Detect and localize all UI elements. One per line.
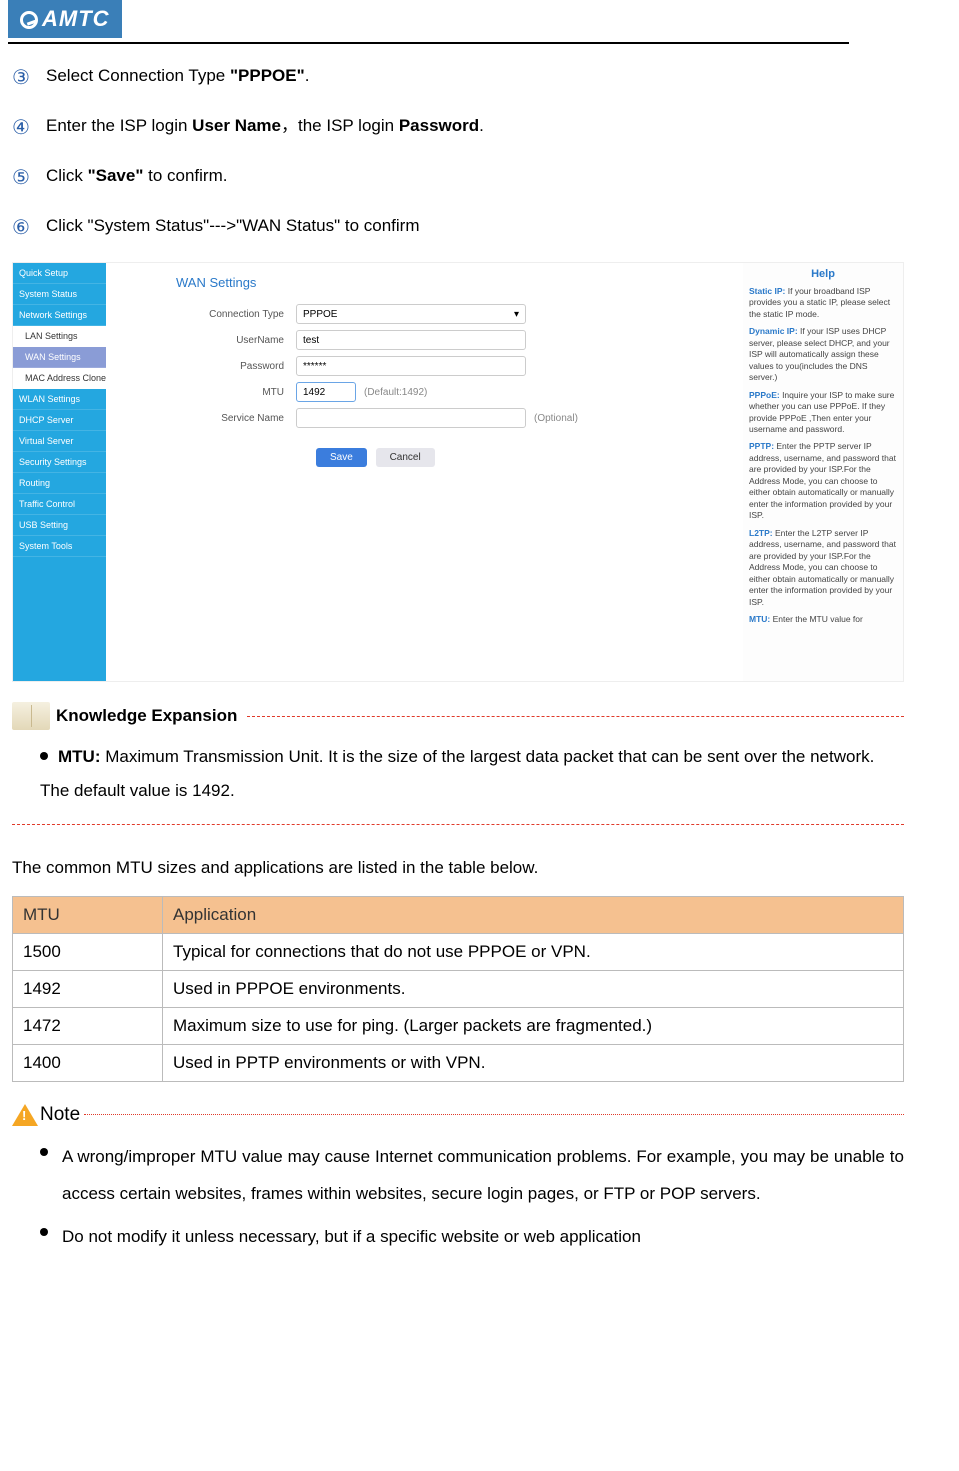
help-item: L2TP: Enter the L2TP server IP address, … bbox=[749, 528, 897, 608]
table-header: MTU bbox=[13, 896, 163, 933]
username-input[interactable]: test bbox=[296, 330, 526, 350]
table-intro: The common MTU sizes and applications ar… bbox=[12, 853, 904, 884]
step-number: ④ bbox=[12, 112, 46, 144]
table-header: Application bbox=[163, 896, 904, 933]
password-label: Password bbox=[126, 361, 296, 372]
note-text: Do not modify it unless necessary, but i… bbox=[62, 1218, 641, 1255]
step-text: Enter the ISP login User Name，the ISP lo… bbox=[46, 112, 484, 144]
instruction-step: ⑤Click "Save" to confirm. bbox=[12, 162, 904, 194]
bullet-icon bbox=[40, 1148, 48, 1156]
table-row: 1400Used in PPTP environments or with VP… bbox=[13, 1044, 904, 1081]
dotted-divider bbox=[84, 1114, 904, 1115]
instruction-step: ⑥Click "System Status"--->"WAN Status" t… bbox=[12, 212, 904, 244]
logo-icon bbox=[20, 11, 38, 29]
table-cell: 1492 bbox=[13, 970, 163, 1007]
header-divider bbox=[8, 42, 849, 44]
panel-title: WAN Settings bbox=[176, 275, 723, 290]
table-row: 1472Maximum size to use for ping. (Large… bbox=[13, 1007, 904, 1044]
step-text: Click "System Status"--->"WAN Status" to… bbox=[46, 212, 420, 244]
bullet-icon bbox=[40, 1228, 48, 1236]
table-row: 1500Typical for connections that do not … bbox=[13, 933, 904, 970]
sidebar-item[interactable]: WLAN Settings bbox=[13, 389, 106, 410]
table-cell: Typical for connections that do not use … bbox=[163, 933, 904, 970]
sidebar-item[interactable]: System Status bbox=[13, 284, 106, 305]
sidebar-item[interactable]: WAN Settings bbox=[13, 347, 106, 368]
service-name-label: Service Name bbox=[126, 413, 296, 424]
table-cell: Used in PPTP environments or with VPN. bbox=[163, 1044, 904, 1081]
mtu-table: MTU Application 1500Typical for connecti… bbox=[12, 896, 904, 1082]
help-item: MTU: Enter the MTU value for bbox=[749, 614, 897, 625]
conn-type-label: Connection Type bbox=[126, 309, 296, 320]
conn-type-select[interactable]: PPPOE▾ bbox=[296, 304, 526, 324]
book-icon bbox=[12, 702, 50, 730]
username-label: UserName bbox=[126, 335, 296, 346]
main-panel: WAN Settings Connection Type PPPOE▾ User… bbox=[106, 263, 743, 681]
note-item: Do not modify it unless necessary, but i… bbox=[40, 1218, 904, 1255]
logo: AMTC bbox=[8, 0, 122, 38]
step-number: ⑤ bbox=[12, 162, 46, 194]
sidebar-item[interactable]: DHCP Server bbox=[13, 410, 106, 431]
mtu-hint: (Default:1492) bbox=[364, 387, 427, 398]
save-button[interactable]: Save bbox=[316, 448, 367, 467]
service-hint: (Optional) bbox=[534, 413, 578, 424]
sidebar-item[interactable]: System Tools bbox=[13, 536, 106, 557]
help-item: PPTP: Enter the PPTP server IP address, … bbox=[749, 441, 897, 521]
sidebar-item[interactable]: LAN Settings bbox=[13, 326, 106, 347]
mtu-definition: MTU: Maximum Transmission Unit. It is th… bbox=[12, 736, 904, 812]
sidebar-item[interactable]: Traffic Control bbox=[13, 494, 106, 515]
sidebar-item[interactable]: Routing bbox=[13, 473, 106, 494]
table-row: 1492Used in PPPOE environments. bbox=[13, 970, 904, 1007]
service-name-input[interactable] bbox=[296, 408, 526, 428]
table-cell: Used in PPPOE environments. bbox=[163, 970, 904, 1007]
sidebar: Quick SetupSystem StatusNetwork Settings… bbox=[13, 263, 106, 681]
table-cell: 1472 bbox=[13, 1007, 163, 1044]
step-number: ③ bbox=[12, 62, 46, 94]
logo-text: AMTC bbox=[42, 6, 110, 31]
wan-settings-screenshot: Quick SetupSystem StatusNetwork Settings… bbox=[12, 262, 904, 682]
help-item: Static IP: If your broadband ISP provide… bbox=[749, 286, 897, 320]
step-text: Click "Save" to confirm. bbox=[46, 162, 227, 194]
help-title: Help bbox=[749, 267, 897, 282]
sidebar-item[interactable]: Quick Setup bbox=[13, 263, 106, 284]
sidebar-item[interactable]: USB Setting bbox=[13, 515, 106, 536]
help-panel: Help Static IP: If your broadband ISP pr… bbox=[743, 263, 903, 681]
knowledge-expansion-title: Knowledge Expansion bbox=[56, 706, 237, 726]
dashed-divider bbox=[12, 824, 904, 825]
chevron-down-icon: ▾ bbox=[514, 309, 519, 320]
table-cell: 1400 bbox=[13, 1044, 163, 1081]
sidebar-item[interactable]: Virtual Server bbox=[13, 431, 106, 452]
sidebar-item[interactable]: Security Settings bbox=[13, 452, 106, 473]
password-input[interactable]: ****** bbox=[296, 356, 526, 376]
instruction-step: ③Select Connection Type "PPPOE". bbox=[12, 62, 904, 94]
mtu-input[interactable]: 1492 bbox=[296, 382, 356, 402]
table-cell: 1500 bbox=[13, 933, 163, 970]
instruction-step: ④Enter the ISP login User Name，the ISP l… bbox=[12, 112, 904, 144]
step-number: ⑥ bbox=[12, 212, 46, 244]
cancel-button[interactable]: Cancel bbox=[376, 448, 435, 467]
bullet-icon bbox=[40, 752, 48, 760]
table-cell: Maximum size to use for ping. (Larger pa… bbox=[163, 1007, 904, 1044]
dashed-divider bbox=[247, 716, 904, 717]
mtu-label: MTU bbox=[126, 387, 296, 398]
help-item: Dynamic IP: If your ISP uses DHCP server… bbox=[749, 326, 897, 383]
warning-icon bbox=[12, 1104, 38, 1126]
help-item: PPPoE: Inquire your ISP to make sure whe… bbox=[749, 390, 897, 436]
sidebar-item[interactable]: Network Settings bbox=[13, 305, 106, 326]
note-text: A wrong/improper MTU value may cause Int… bbox=[62, 1138, 904, 1213]
note-item: A wrong/improper MTU value may cause Int… bbox=[40, 1138, 904, 1213]
sidebar-item[interactable]: MAC Address Clone bbox=[13, 368, 106, 389]
note-title: Note bbox=[40, 1104, 80, 1126]
step-text: Select Connection Type "PPPOE". bbox=[46, 62, 309, 94]
